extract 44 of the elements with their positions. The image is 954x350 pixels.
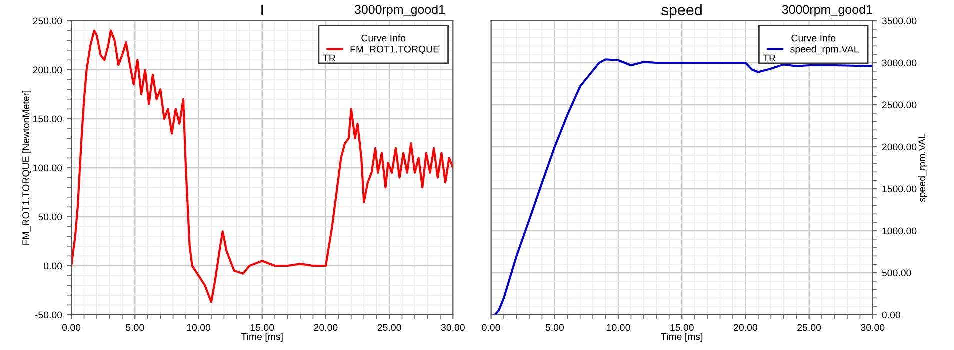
x-tick-label: 30.00	[861, 324, 885, 332]
y2-tick-label: 3500.00	[882, 18, 917, 25]
y-tick-label: 200.00	[33, 66, 62, 74]
y2-tick-label: 1000.00	[882, 228, 917, 235]
x-tick-label: 10.00	[607, 324, 630, 332]
x-tick-label: 15.00	[670, 324, 694, 332]
annotation: TR	[763, 54, 776, 62]
y-tick-label: 0.00	[44, 262, 62, 270]
x-tick-label: 5.00	[126, 324, 144, 332]
chart-subtitle: 3000rpm_good1	[782, 4, 872, 17]
y2-tick-label: 2500.00	[882, 102, 917, 109]
chart-subtitle: 3000rpm_good1	[354, 4, 445, 17]
x-tick-label: 20.00	[734, 324, 758, 332]
y-tick-label: 250.00	[33, 18, 62, 25]
x-axis-title: Time [ms]	[241, 333, 283, 342]
x-tick-label: 5.00	[546, 324, 564, 332]
x-axis-title: Time [ms]	[661, 333, 703, 342]
y2-tick-label: 3000.00	[882, 60, 917, 67]
y2-tick-label: 2000.00	[882, 144, 917, 151]
legend-title: Curve Info	[792, 34, 836, 42]
y-tick-label: 50.00	[38, 214, 62, 221]
x-tick-label: 30.00	[441, 324, 465, 332]
y2-tick-label: 0.00	[882, 312, 900, 319]
x-tick-label: 15.00	[250, 324, 274, 332]
x-tick-label: 0.00	[482, 324, 500, 332]
y2-tick-label: 500.00	[882, 270, 912, 277]
chart-title: I	[262, 4, 264, 16]
y2-tick-label: 1500.00	[882, 186, 917, 193]
y-tick-label: -50.00	[35, 312, 62, 319]
y-tick-label: 100.00	[34, 164, 62, 172]
x-tick-label: 10.00	[187, 324, 211, 332]
legend-label: FM_ROT1.TORQUE	[350, 46, 440, 55]
y-axis-title: FM_ROT1.TORQUE [NewtonMeter]	[22, 90, 32, 245]
annotation: TR	[323, 54, 336, 62]
legend-label: speed_rpm.VAL	[790, 46, 859, 55]
y2-axis-title: speed_rpm.VAL	[918, 134, 928, 202]
x-tick-label: 25.00	[798, 324, 822, 332]
x-tick-label: 20.00	[314, 324, 338, 332]
y-tick-label: 150.00	[34, 116, 62, 123]
x-tick-label: 0.00	[62, 324, 81, 332]
legend-title: Curve Info	[362, 34, 406, 42]
x-tick-label: 25.00	[378, 324, 402, 332]
chart-title: speed	[662, 4, 702, 19]
line-series	[72, 30, 454, 304]
